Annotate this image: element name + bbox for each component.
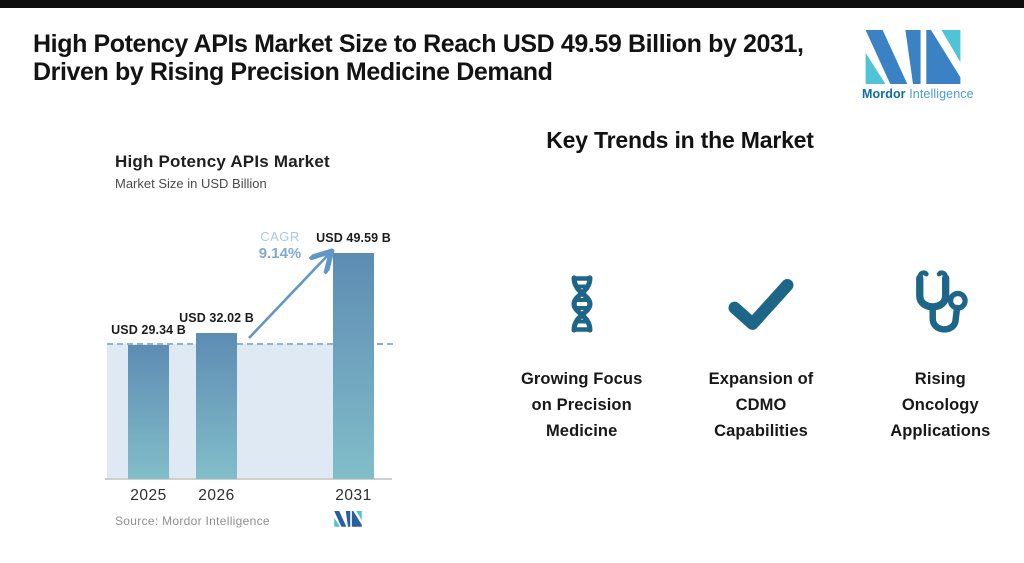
check-icon (671, 268, 850, 340)
bar-2026 (196, 333, 237, 479)
mordor-intelligence-logo-icon (865, 30, 961, 85)
bar-2025 (128, 345, 169, 479)
mini-brand-logo-icon (334, 511, 362, 527)
dna-icon (492, 268, 671, 340)
cagr-label: CAGR (260, 229, 300, 244)
trends-row: Growing Focus on Precision Medicine Expa… (492, 268, 1024, 444)
page-title: High Potency APIs Market Size to Reach U… (33, 30, 804, 86)
brand-logo: Mordor Intelligence (862, 30, 974, 101)
baseline-dashed-line (107, 343, 393, 345)
trend-label: Expansion of CDMO Capabilities (708, 370, 814, 440)
bar-value-label: USD 49.59 B (316, 231, 391, 245)
trend-label: Rising Oncology Applications (890, 370, 991, 440)
chart-subtitle: Market Size in USD Billion (115, 176, 267, 191)
brand-name-light: Intelligence (909, 87, 974, 101)
cagr-value: 9.14% (258, 245, 302, 262)
trend-label: Growing Focus on Precision Medicine (520, 370, 643, 440)
x-tick-label: 2025 (130, 487, 167, 504)
cagr-annotation: CAGR 9.14% (244, 229, 316, 261)
trend-item-cdmo: Expansion of CDMO Capabilities (671, 268, 850, 444)
x-axis-line (105, 478, 392, 480)
trend-item-precision-medicine: Growing Focus on Precision Medicine (492, 268, 671, 444)
trend-item-oncology: Rising Oncology Applications (851, 268, 1024, 444)
bar-value-label: USD 29.34 B (111, 323, 186, 337)
bar-value-label: USD 32.02 B (179, 311, 254, 325)
brand-wordmark: Mordor Intelligence (862, 87, 974, 101)
brand-name-bold: Mordor (862, 87, 906, 101)
source-attribution: Source: Mordor Intelligence (115, 514, 270, 528)
x-tick-label: 2026 (198, 487, 235, 504)
bar-plot: USD 29.34 B 2025 USD 32.02 B 2026 USD 49.59 … (105, 231, 405, 504)
trends-heading: Key Trends in the Market (546, 127, 814, 153)
chart-title: High Potency APIs Market (115, 152, 330, 171)
top-accent-bar (0, 0, 1024, 8)
stethoscope-icon (851, 268, 1024, 340)
x-tick-label: 2031 (335, 487, 372, 504)
bar-2031 (333, 253, 374, 479)
growth-arrow-icon (248, 246, 336, 339)
